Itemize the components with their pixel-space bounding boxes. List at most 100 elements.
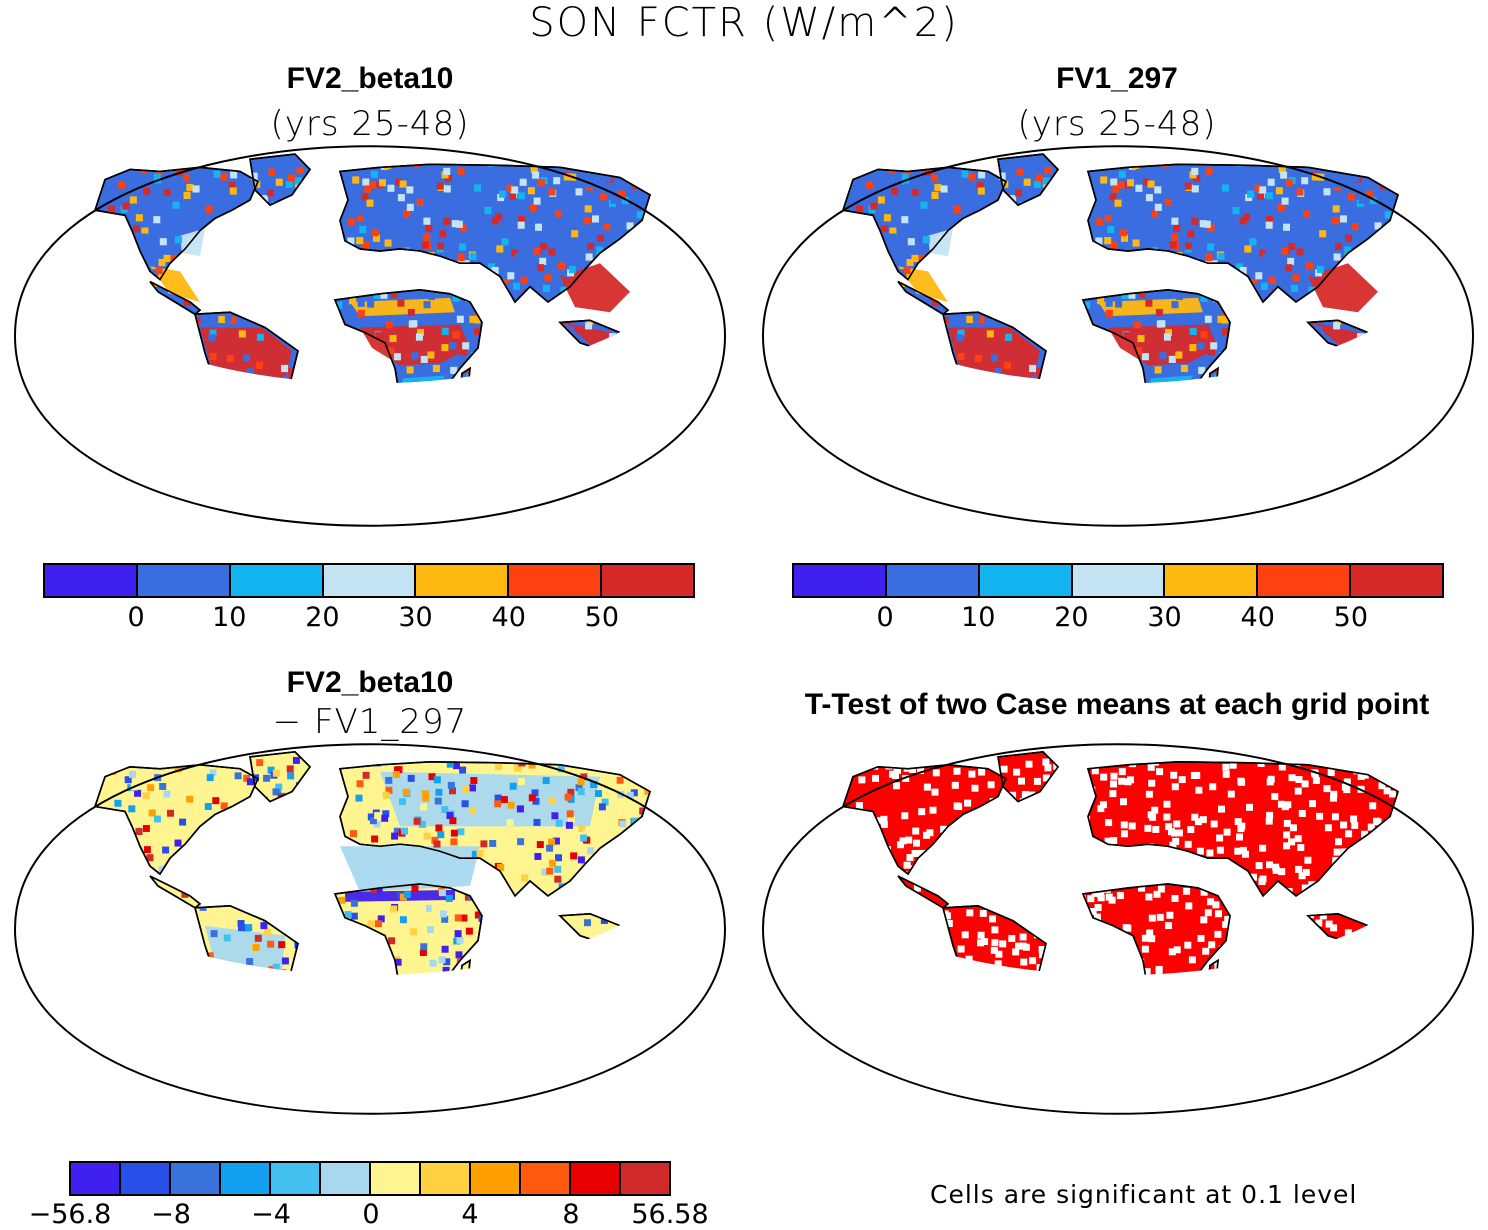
grid-cell <box>1260 1005 1267 1012</box>
grid-cell <box>419 976 426 983</box>
grid-cell <box>1401 1012 1408 1019</box>
grid-cell <box>1184 182 1192 190</box>
grid-cell <box>501 1026 508 1033</box>
colorbar-tick-label: 30 <box>398 602 433 633</box>
grid-cell <box>186 795 194 803</box>
grid-cell <box>653 842 661 850</box>
grid-cell <box>845 323 853 331</box>
grid-cell <box>194 452 201 459</box>
grid-cell <box>1075 233 1082 241</box>
grid-cell <box>189 920 196 928</box>
grid-cell <box>1277 959 1285 967</box>
grid-cell <box>182 329 190 337</box>
grid-cell <box>854 336 862 344</box>
grid-cell <box>262 900 270 908</box>
grid-cell <box>886 264 894 273</box>
grid-cell <box>1318 249 1326 257</box>
grid-cell <box>894 1001 901 1008</box>
grid-cell <box>854 892 862 900</box>
grid-cell <box>1077 913 1085 921</box>
grid-cell <box>912 827 920 835</box>
grid-cell <box>95 167 98 175</box>
grid-cell <box>681 851 689 859</box>
coastline-samerica <box>941 311 1047 384</box>
grid-cell <box>981 897 989 905</box>
grid-cell <box>95 292 99 300</box>
grid-cell <box>225 273 233 281</box>
grid-cell <box>984 212 992 220</box>
grid-cell <box>917 850 925 858</box>
grid-cell <box>323 408 330 415</box>
grid-cell <box>220 802 228 810</box>
grid-cell <box>1082 845 1090 853</box>
grid-cell <box>640 987 647 994</box>
grid-cell <box>1051 185 1059 193</box>
grid-cell <box>1107 970 1115 976</box>
grid-cell <box>150 958 158 966</box>
grid-cell <box>1323 414 1330 421</box>
grid-cell <box>553 177 561 185</box>
grid-cell <box>449 787 456 795</box>
grid-cell <box>1418 459 1425 466</box>
grid-cell <box>1262 253 1270 261</box>
grid-cell <box>565 821 573 829</box>
grid-cell <box>96 328 104 336</box>
grid-cell <box>223 435 230 442</box>
grid-cell <box>1122 1035 1129 1042</box>
grid-cell <box>631 393 638 400</box>
grid-cell <box>977 939 984 947</box>
grid-cell <box>1229 761 1237 769</box>
grid-cell <box>1366 190 1374 198</box>
grid-cell <box>453 762 460 770</box>
grid-cell <box>903 266 911 275</box>
grid-cell <box>1233 994 1240 1001</box>
grid-cell <box>843 292 847 300</box>
grid-cell <box>1312 777 1320 784</box>
grid-cell <box>1129 863 1137 871</box>
grid-cell <box>1254 184 1262 192</box>
grid-cell <box>575 784 583 792</box>
grid-cell <box>634 874 642 881</box>
grid-cell <box>1275 187 1283 195</box>
grid-cell <box>267 985 274 992</box>
colorbar-tick-label: 10 <box>212 602 247 633</box>
grid-cell <box>1148 779 1156 787</box>
grid-cell <box>104 763 112 771</box>
grid-cell <box>995 220 1003 228</box>
grid-cell <box>420 355 428 363</box>
grid-cell <box>261 285 269 293</box>
grid-cell <box>556 922 564 930</box>
grid-cell <box>598 870 606 878</box>
grid-cell <box>1182 1026 1189 1033</box>
grid-cell <box>1277 991 1284 998</box>
grid-cell <box>123 990 130 997</box>
land-region-australia <box>591 364 671 384</box>
grid-cell <box>567 326 575 334</box>
grid-cell <box>603 879 611 887</box>
grid-cell <box>1210 1005 1217 1012</box>
grid-cell <box>1016 285 1024 293</box>
grid-cell <box>1393 243 1400 251</box>
grid-cell <box>201 1022 208 1029</box>
grid-cell <box>198 1050 205 1057</box>
grid-cell <box>111 420 118 427</box>
grid-cell <box>1016 914 1024 922</box>
grid-cell <box>843 263 848 271</box>
grid-cell <box>1009 1037 1016 1044</box>
coastline-australia <box>1339 364 1419 384</box>
grid-cell <box>161 456 168 463</box>
grid-cell <box>306 793 314 801</box>
grid-cell <box>1240 322 1248 330</box>
grid-cell <box>478 397 485 404</box>
grid-cell <box>1239 846 1247 854</box>
grid-cell <box>913 884 921 892</box>
grid-cell <box>209 769 217 777</box>
grid-cell <box>272 788 280 796</box>
grid-cell <box>1381 457 1388 464</box>
grid-cell <box>1260 282 1268 290</box>
grid-cell <box>856 456 863 463</box>
grid-cell <box>263 853 271 861</box>
grid-cell <box>1283 842 1291 850</box>
grid-cell <box>340 325 348 333</box>
grid-cell <box>1406 991 1413 998</box>
